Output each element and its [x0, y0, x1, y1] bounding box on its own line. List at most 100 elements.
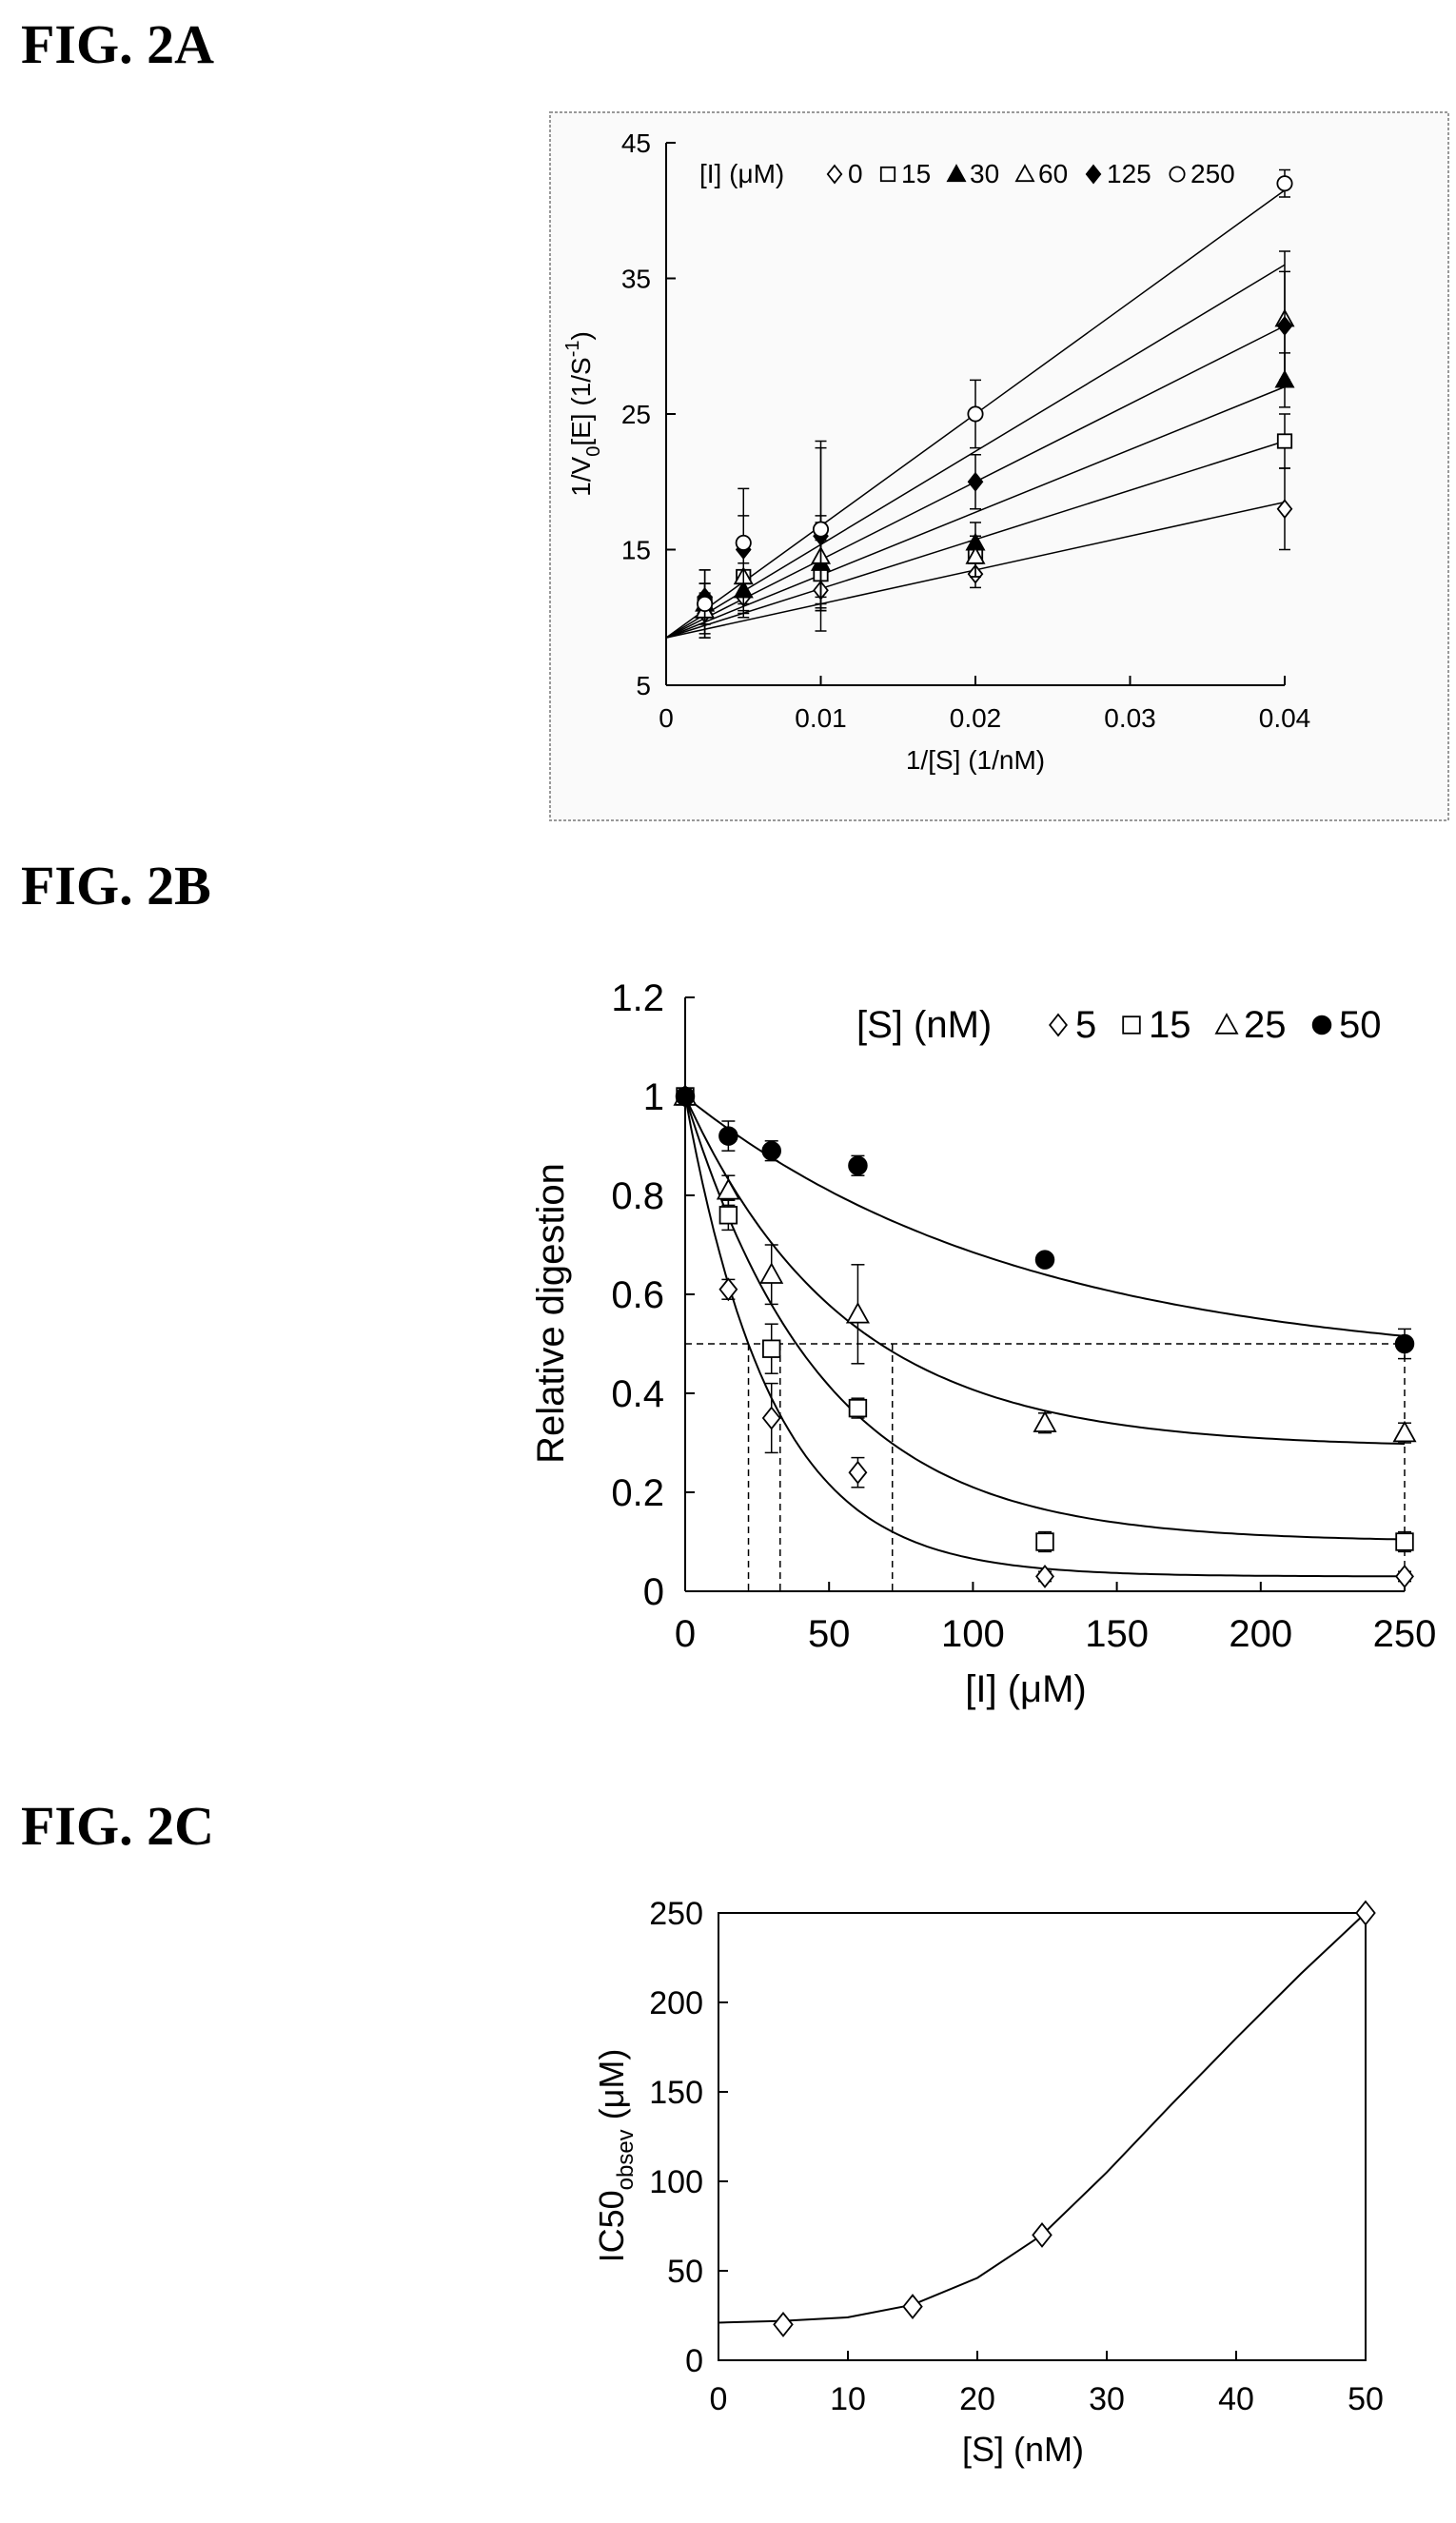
chart-2a-point-60-shape [965, 545, 986, 564]
chart-2b-y-tick-label: 0.4 [611, 1373, 664, 1415]
chart-2b-x-tick-label: 0 [675, 1613, 696, 1655]
chart-2c-point-shape [1355, 1900, 1376, 1926]
chart-2b-point-5-shape [848, 1460, 868, 1485]
chart-2a-legend-label: 30 [970, 159, 999, 188]
chart-2b-point-25-shape [845, 1301, 870, 1324]
chart-2c-y-label-rest: (μM) [592, 2049, 631, 2130]
chart-2b-legend-marker-shape [1311, 1015, 1332, 1035]
chart-2b-x-axis-label: [I] (μM) [965, 1668, 1086, 1710]
chart-2b-x-tick-label: 250 [1373, 1613, 1437, 1655]
chart-2c-frame [718, 1912, 1367, 2361]
chart-2a-y-tick-label: 5 [636, 671, 651, 700]
chart-2a-y-label-sub: 0 [583, 446, 604, 457]
chart-2b-point-25-shape [759, 1262, 784, 1284]
chart-2b-fit-curve-15 [684, 1095, 1406, 1541]
chart-2c-point [1032, 2221, 1053, 2248]
chart-2b-point-15-shape [848, 1398, 868, 1418]
chart-2b-y-axis-label: Relative digestion [530, 1163, 572, 1464]
chart-2a-point-125-shape [1276, 315, 1293, 336]
chart-2a-legend-title: [I] (μM) [699, 159, 784, 188]
chart-2a-legend-marker-shape [1014, 164, 1035, 183]
chart-2a-legend-marker-shape [826, 164, 843, 185]
chart-2b-x-tick-label: 150 [1085, 1613, 1149, 1655]
chart-2b-point-15 [762, 1339, 781, 1358]
chart-2b-y-tick-label: 0.8 [611, 1175, 664, 1217]
chart-2b-point-50-shape [1394, 1333, 1415, 1354]
chart-2b-point-5 [848, 1460, 868, 1485]
chart-2b-x-tick-label: 50 [808, 1613, 851, 1655]
chart-2c-point [773, 2311, 794, 2337]
chart-2a-legend-marker [879, 166, 896, 183]
chart-2c-x-tick-label: 50 [1348, 2381, 1384, 2417]
chart-2c-x-tick-label: 40 [1218, 2381, 1254, 2417]
chart-2a-point-250 [697, 595, 714, 613]
chart-2b-point-50-shape [675, 1086, 696, 1107]
chart-2c-y-tick-label: 150 [649, 2075, 703, 2111]
chart-2b-legend-marker-shape [1214, 1013, 1239, 1035]
chart-2b-point-15 [718, 1206, 738, 1225]
chart-2a-legend-marker [826, 164, 843, 185]
chart-2b-point-50-shape [1034, 1250, 1055, 1270]
chart-2a-y-tick-label: 15 [621, 536, 651, 565]
chart-2c-point-shape [773, 2311, 794, 2337]
chart-2b-point-15 [1395, 1532, 1414, 1551]
chart-2a-legend-label: 125 [1107, 159, 1151, 188]
chart-2a-y-label-end: ) [566, 331, 596, 340]
chart-2b-point-50 [848, 1155, 868, 1176]
chart-2a-y-label-main: 1/V [566, 456, 596, 496]
chart-2a-legend-marker-shape [1169, 166, 1186, 183]
chart-2a-point-250 [735, 534, 752, 551]
chart-2a-point-0-shape [1276, 499, 1293, 520]
chart-2c-y-tick-label: 100 [649, 2164, 703, 2200]
chart-2b-point-5-shape [761, 1406, 781, 1430]
chart-2b-y-tick-label: 0 [643, 1571, 664, 1613]
chart-2c-x-tick-label: 30 [1089, 2381, 1125, 2417]
chart-2a-legend-marker-shape [1085, 164, 1102, 185]
chart-2b-legend-marker [1214, 1013, 1239, 1035]
chart-2a-legend-marker [1169, 166, 1186, 183]
chart-2b-legend-label: 5 [1075, 1004, 1096, 1046]
chart-2a-x-tick-label: 0.01 [795, 703, 847, 733]
chart-2b-legend-marker [1122, 1015, 1141, 1035]
chart-2b-legend-label: 50 [1339, 1004, 1382, 1046]
chart-2a-legend-marker-shape [879, 166, 896, 183]
chart-2b-point-50 [718, 1126, 738, 1146]
chart-2b-point-5 [1035, 1564, 1054, 1588]
chart-2a-point-250 [812, 521, 830, 538]
chart-2b-point-15-shape [1395, 1532, 1414, 1551]
chart-2b-point-25 [1392, 1420, 1417, 1443]
chart-2a-y-tick-label: 45 [621, 128, 651, 158]
chart-2c-curve [718, 1912, 1367, 2324]
chart-2c-point-shape [1032, 2221, 1053, 2248]
chart-2b-point-25-shape [1392, 1420, 1417, 1443]
chart-2b-point-50-shape [718, 1126, 738, 1146]
chart-2a-point-250-shape [735, 534, 752, 551]
chart-2b-legend-marker-shape [1049, 1013, 1068, 1037]
chart-2b-point-50 [1394, 1333, 1415, 1354]
chart-2b-point-25-shape [1033, 1410, 1057, 1432]
chart-2a-point-250 [967, 405, 984, 423]
chart-2a-legend-label: 0 [848, 159, 863, 188]
chart-2b-point-50 [675, 1086, 696, 1107]
chart-2b-point-50-shape [848, 1155, 868, 1176]
chart-2c-y-tick-label: 0 [685, 2343, 703, 2379]
chart-2a-point-125 [1276, 315, 1293, 336]
chart-2b-point-5-shape [718, 1277, 738, 1302]
chart-2b-point-5 [718, 1277, 738, 1302]
chart-2b-legend: [S] (nM) 5 15 25 50 [856, 1004, 1382, 1046]
chart-2c-point-shape [902, 2294, 923, 2320]
chart-2a-fit-line-125 [665, 264, 1286, 639]
chart-2b-point-15-shape [1035, 1532, 1054, 1551]
chart-2a-fit-line-30 [665, 385, 1286, 639]
chart-2a-frame [549, 111, 1449, 821]
chart-2a-x-tick-label: 0 [659, 703, 674, 733]
chart-2a-point-250 [1276, 175, 1293, 192]
chart-2b-legend-label: 25 [1244, 1004, 1287, 1046]
chart-2b-point-15 [848, 1398, 868, 1418]
chart-2a-point-125 [967, 471, 984, 492]
chart-2a-legend-label: 60 [1038, 159, 1068, 188]
chart-2a-point-15-shape [1276, 433, 1293, 449]
chart-2c-y-label-sub: obsev [613, 2129, 639, 2190]
chart-2b-y-tick-label: 1 [643, 1076, 664, 1118]
chart-2b-legend-marker [1311, 1015, 1332, 1035]
